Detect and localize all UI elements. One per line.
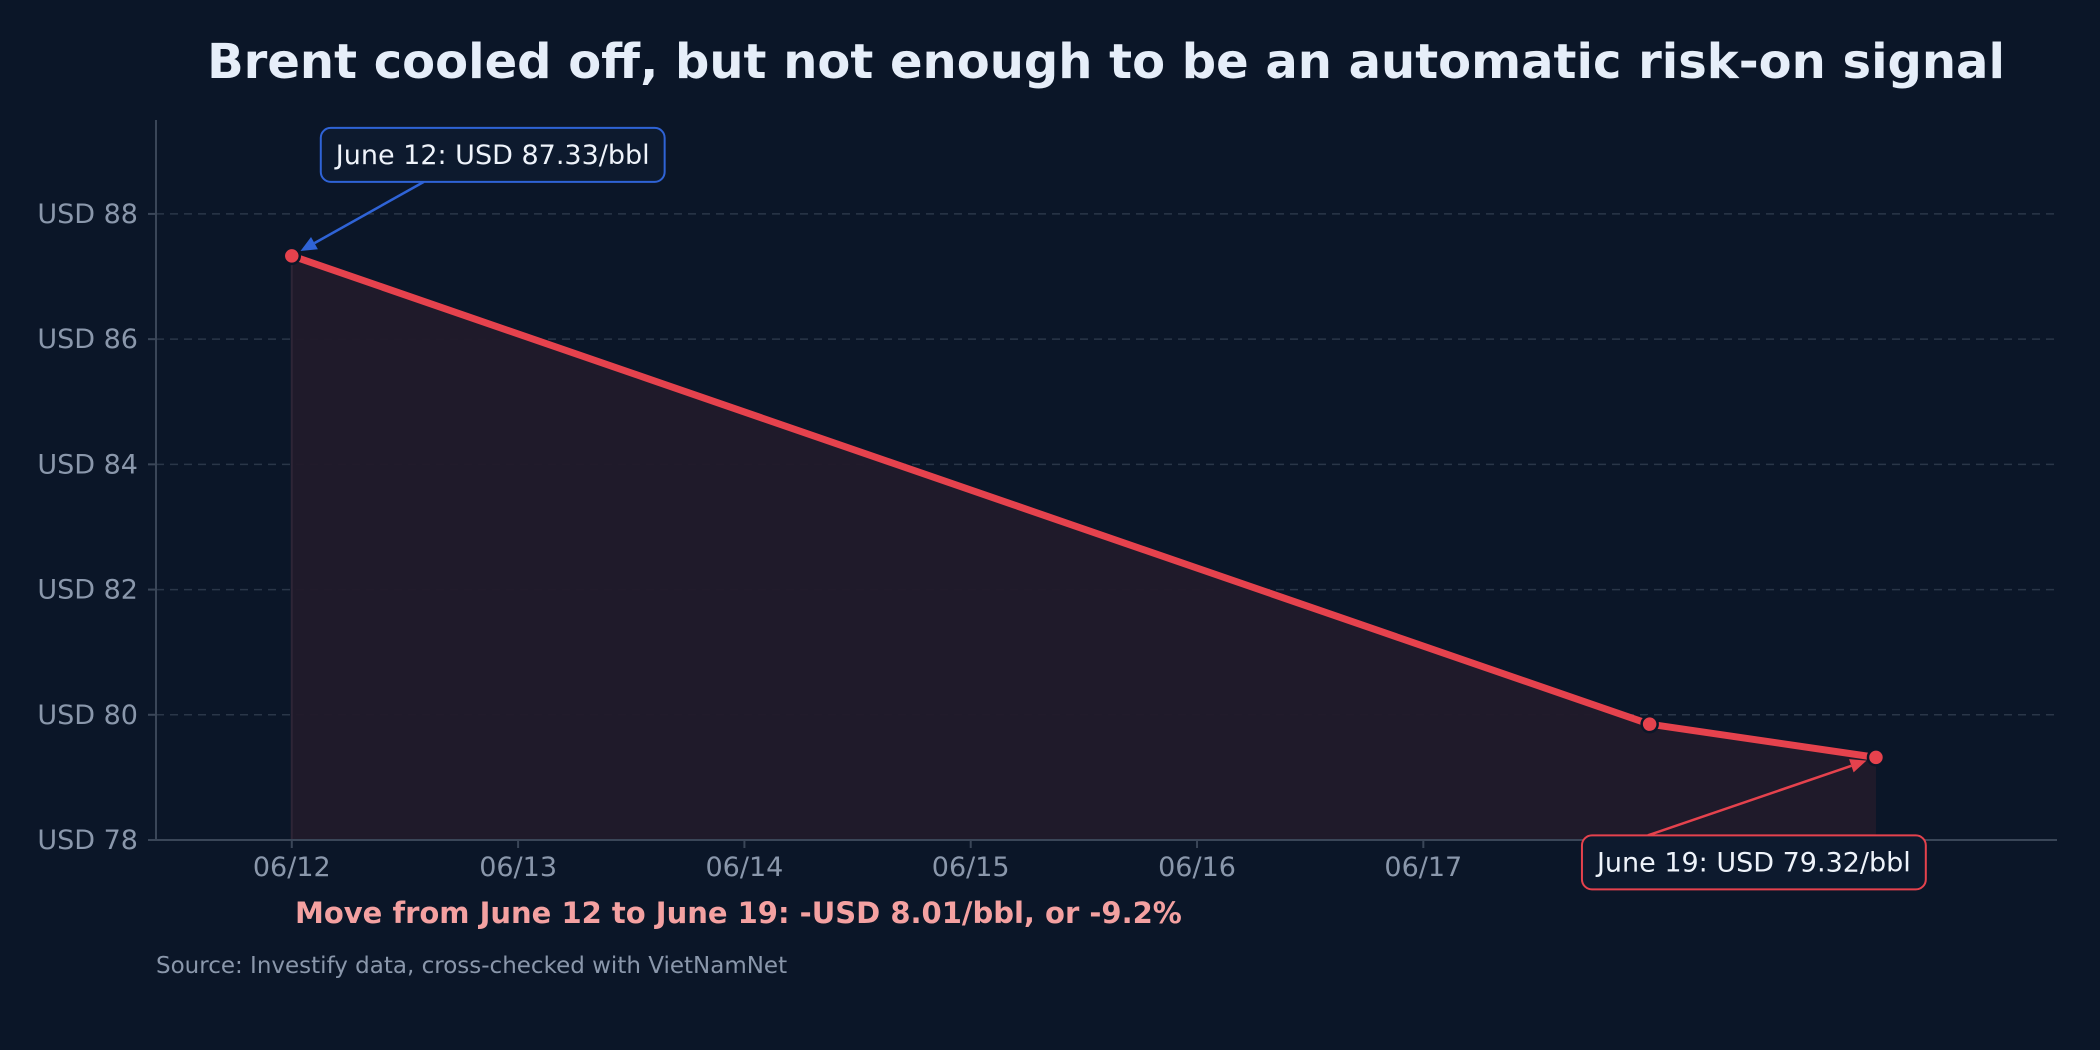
callouts: June 12: USD 87.33/bbl June 19: USD 79.32… xyxy=(300,126,1927,891)
y-tick-label: USD 80 xyxy=(37,700,138,731)
series-area xyxy=(291,255,1876,841)
callout-arrow xyxy=(1647,764,1852,837)
y-tick-label: USD 88 xyxy=(37,199,138,230)
x-tick-label: 06/16 xyxy=(1158,852,1236,883)
data-point xyxy=(282,246,302,266)
data-point xyxy=(1866,748,1886,767)
area-layer xyxy=(290,255,1876,841)
callout-box xyxy=(1580,834,1927,891)
series-layer xyxy=(282,246,1886,767)
callout-arrow xyxy=(313,180,425,245)
gridlines xyxy=(156,213,2057,716)
x-tick-label: 06/14 xyxy=(705,852,783,883)
y-tick-label: USD 84 xyxy=(37,449,138,480)
axes: USD 78 USD 80 USD 82 USD 84 USD 86 USD 88 06/1… xyxy=(37,120,2057,883)
chart-title: Brent cooled off, but not enough to be a… xyxy=(207,34,2005,90)
y-tick-label: USD 82 xyxy=(37,575,138,606)
x-tick-label: 06/13 xyxy=(479,852,557,883)
x-tick-label: 06/17 xyxy=(1384,852,1462,883)
callout-label: June 12: USD 87.33/bbl xyxy=(334,140,650,171)
y-tick-label: USD 86 xyxy=(37,324,138,355)
callout-box xyxy=(319,126,666,183)
callout-arrowhead xyxy=(1849,759,1867,773)
summary-text: Move from June 12 to June 19: -USD 8.01/… xyxy=(295,896,1182,930)
callout-arrowhead xyxy=(300,237,318,251)
x-tick-label: 06/15 xyxy=(932,852,1010,883)
data-point xyxy=(1640,714,1659,734)
source-text: Source: Investify data, cross-checked wi… xyxy=(156,953,787,979)
x-tick-label: 06/12 xyxy=(253,852,331,883)
y-tick-label: USD 78 xyxy=(37,825,138,856)
callout-label: June 19: USD 79.32/bbl xyxy=(1595,847,1911,878)
